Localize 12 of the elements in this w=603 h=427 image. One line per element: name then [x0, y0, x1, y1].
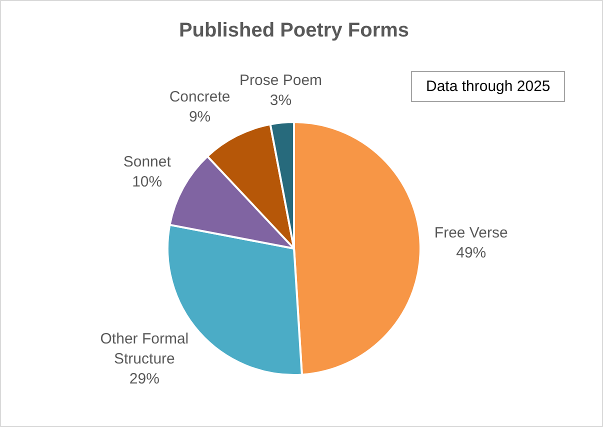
text: Data through 2025 [411, 71, 566, 102]
slice-label: Free Verse [434, 224, 508, 242]
slice-label: Prose Poem [240, 72, 322, 89]
data-label: 29% [129, 370, 160, 388]
data-label: 9% [188, 108, 211, 126]
data-label: 10% [132, 173, 162, 190]
slice-label: Other Formal Structure [100, 330, 189, 368]
data-label: 3% [270, 92, 292, 109]
slice-label: Concrete [169, 88, 230, 106]
chart-title: Published Poetry Forms [178, 20, 410, 42]
data-label: 49% [456, 244, 486, 262]
slice-label: Sonnet [123, 153, 172, 170]
